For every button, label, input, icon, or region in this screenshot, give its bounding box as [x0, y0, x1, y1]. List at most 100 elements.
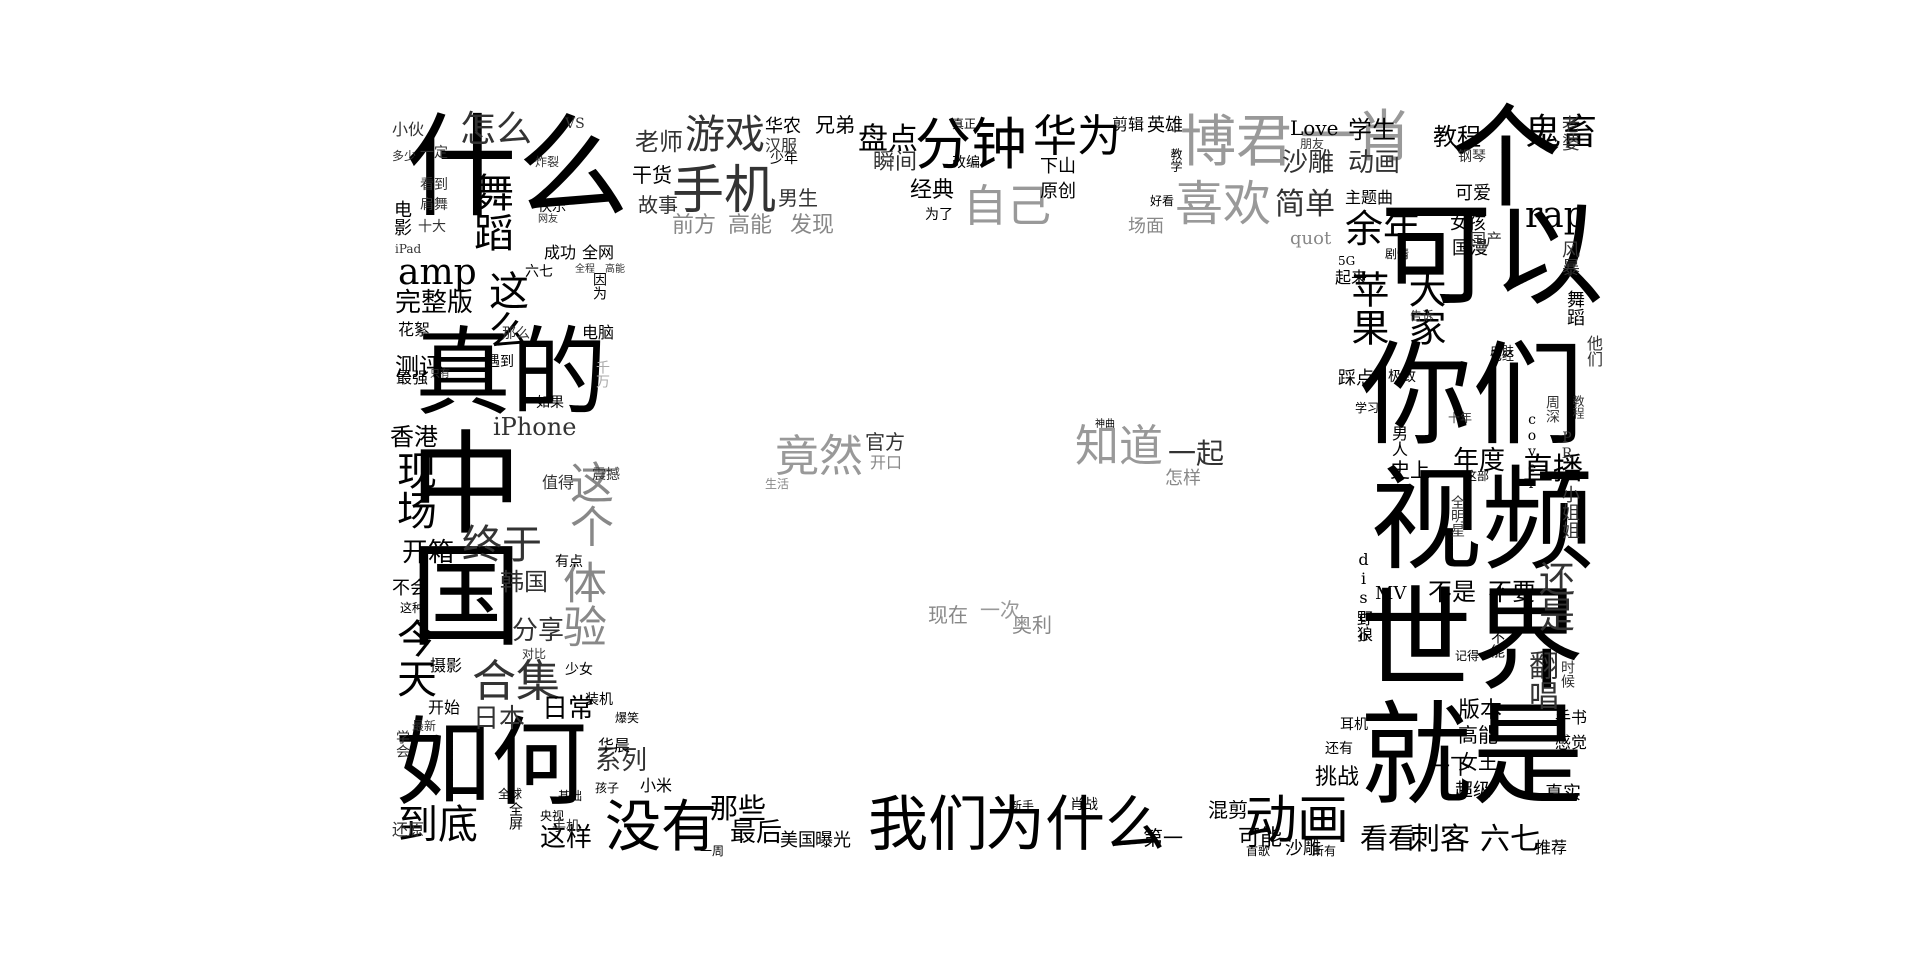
- cloud-word: 为了: [925, 207, 953, 223]
- cloud-word: 原创: [1040, 181, 1076, 202]
- cloud-word: 终于: [462, 522, 542, 568]
- cloud-word: 极致: [1388, 369, 1416, 385]
- cloud-word: 干货: [632, 163, 672, 187]
- cloud-word: 六七: [1480, 822, 1540, 857]
- cloud-word: 高能: [605, 264, 625, 275]
- cloud-word: 竟然: [775, 431, 863, 482]
- cloud-word: 改编: [952, 155, 980, 171]
- cloud-word: 最新: [412, 719, 437, 733]
- cloud-word: 年度: [1453, 446, 1506, 476]
- cloud-word: 电影: [391, 200, 412, 236]
- cloud-word: 就是: [1360, 691, 1584, 821]
- cloud-word: 真的: [415, 317, 607, 429]
- cloud-word: 小米: [640, 776, 673, 795]
- cloud-word: 瞬间: [873, 150, 918, 175]
- cloud-word: 摄影: [430, 656, 463, 675]
- cloud-word: 剧情: [1385, 247, 1410, 261]
- cloud-word: 奥利: [1012, 613, 1052, 637]
- cloud-word: 推荐: [1535, 838, 1568, 857]
- cloud-word: 系列: [595, 746, 648, 776]
- cloud-word: 高能: [1458, 723, 1498, 747]
- cloud-word: 怎么: [460, 109, 533, 150]
- cloud-word: 教程: [1433, 123, 1481, 151]
- cloud-word: 花絮: [398, 320, 431, 339]
- cloud-word: 场面: [1128, 216, 1164, 237]
- cloud-word: 简单: [1275, 187, 1335, 222]
- cloud-word: 到底: [398, 802, 478, 848]
- cloud-word: 大家: [1402, 270, 1446, 346]
- cloud-word: 剪辑: [1112, 115, 1145, 134]
- cloud-word: 故事: [638, 193, 678, 217]
- cloud-word: 这种: [400, 601, 425, 615]
- cloud-word: 只有: [430, 369, 450, 380]
- cloud-word: 一周: [700, 844, 725, 858]
- cloud-word: 超级: [1455, 780, 1491, 801]
- cloud-word: 朋友: [1300, 137, 1325, 151]
- cloud-word: 有点: [555, 554, 583, 570]
- cloud-word: 不要: [1488, 578, 1536, 606]
- cloud-word: 汉服: [765, 136, 798, 155]
- cloud-word: 官方: [865, 430, 905, 454]
- cloud-word: 英雄: [1147, 115, 1183, 136]
- cloud-word: 开箱: [402, 538, 455, 568]
- cloud-word: 一定: [420, 145, 448, 161]
- cloud-word: 看看: [1360, 822, 1417, 855]
- cloud-word: 皮肤: [1490, 344, 1515, 358]
- cloud-word: disco: [1354, 550, 1373, 645]
- cloud-word: 舞蹈: [1564, 290, 1585, 326]
- cloud-word: 美国: [780, 830, 816, 851]
- cloud-word: 体验: [555, 560, 606, 648]
- cloud-word: 怎样: [1165, 468, 1201, 489]
- cloud-word: 最强: [396, 368, 429, 387]
- cloud-word: 不是: [1428, 578, 1476, 606]
- cloud-word: 不会: [392, 578, 428, 599]
- cloud-word: 世界: [1360, 576, 1584, 706]
- cloud-word: VS: [565, 116, 585, 132]
- cloud-word: 还原: [392, 820, 425, 839]
- cloud-word: 史上: [1390, 458, 1430, 482]
- cloud-word: 喜欢: [1175, 176, 1272, 232]
- cloud-word: 下山: [1040, 156, 1076, 177]
- cloud-word: 首歌: [1246, 844, 1271, 858]
- cloud-word: 他们: [1584, 335, 1603, 367]
- cloud-word: 十年: [1448, 411, 1473, 425]
- cloud-word: iPad: [395, 242, 422, 256]
- cloud-word: 国漫: [1452, 238, 1488, 259]
- cloud-word: 快乐: [538, 199, 566, 215]
- cloud-word: 基础: [558, 789, 583, 803]
- cloud-word: 老婆: [1559, 115, 1580, 151]
- cloud-word: 这个: [562, 460, 613, 548]
- cloud-word: 可爱: [1455, 183, 1491, 204]
- cloud-word: rap: [1525, 195, 1587, 236]
- cloud-word: amp: [398, 252, 477, 293]
- cloud-word: 还有: [1325, 741, 1353, 757]
- cloud-word: 手机: [672, 161, 777, 221]
- cloud-word: iPhone: [493, 413, 577, 441]
- cloud-word: 耳机: [1340, 717, 1368, 733]
- cloud-word: 如何: [395, 707, 587, 819]
- cloud-word: 踩点: [1338, 368, 1374, 389]
- cloud-word: quot: [1290, 228, 1332, 249]
- cloud-word: 男生: [778, 186, 818, 210]
- cloud-word: 合集: [472, 656, 560, 707]
- cloud-word: 如果: [536, 395, 564, 411]
- cloud-word: 现在: [928, 603, 968, 627]
- cloud-word: 什么: [405, 103, 629, 233]
- cloud-word: 动画: [1348, 148, 1401, 178]
- cloud-word: 小伙: [392, 120, 425, 139]
- cloud-word: 博君: [1180, 110, 1292, 175]
- cloud-word: 版本: [1458, 698, 1503, 723]
- cloud-word: Love: [1290, 116, 1339, 140]
- cloud-word: 5G: [1338, 254, 1356, 268]
- cloud-word: 沙雕: [1285, 838, 1321, 859]
- cloud-word: 全网: [582, 243, 615, 262]
- cloud-word: 华为: [1033, 111, 1121, 162]
- cloud-word: 可以: [1380, 191, 1604, 321]
- cloud-word: 香港: [390, 423, 438, 451]
- cloud-word: MV: [1375, 583, 1407, 604]
- cloud-word: 学生: [1348, 116, 1396, 144]
- cloud-word: 手书: [1555, 708, 1588, 727]
- cloud-word: 网友: [538, 214, 558, 225]
- cloud-word: 经典: [910, 178, 955, 203]
